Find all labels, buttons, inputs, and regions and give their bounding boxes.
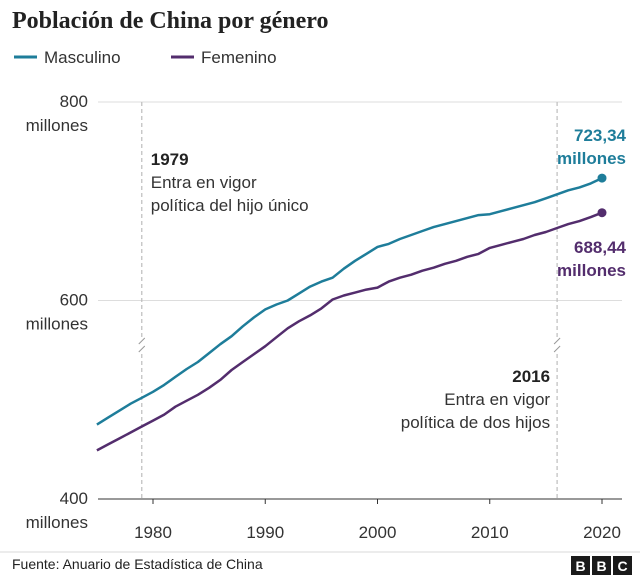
annotation-line2-2016: política de dos hijos	[401, 413, 550, 432]
x-axis: 1980 1990 2000 2010 2020	[134, 499, 621, 542]
bbc-logo-letter: B	[575, 558, 585, 574]
y-axis: 800 millones 600 millones 400 millones	[26, 92, 88, 532]
x-tick-label-2010: 2010	[471, 523, 509, 542]
bbc-logo-block	[592, 556, 611, 575]
series-line-femenino	[96, 211, 603, 452]
end-label-value-masculino: 723,34	[574, 126, 627, 145]
annotation-year-2016: 2016	[512, 367, 550, 386]
y-tick-unit-400: millones	[26, 513, 88, 532]
annotation-year-1979: 1979	[151, 150, 189, 169]
x-tick-label-1990: 1990	[246, 523, 284, 542]
source-note: Fuente: Anuario de Estadística de China	[12, 556, 263, 572]
annotations: 1979 Entra en vigor política del hijo únic…	[137, 102, 562, 499]
gridlines	[98, 101, 622, 500]
end-labels: 723,34 millones 688,44 millones	[557, 126, 627, 280]
legend-label-masculino: Masculino	[44, 48, 121, 67]
axis-break-mark-2016	[553, 337, 561, 345]
bbc-logo-letter: C	[617, 558, 627, 574]
y-tick-unit-600: millones	[26, 315, 88, 334]
x-tick-label-2020: 2020	[583, 523, 621, 542]
bbc-logo-block	[571, 556, 590, 575]
x-tick-label-2000: 2000	[359, 523, 397, 542]
y-tick-unit-800: millones	[26, 116, 88, 135]
legend-label-femenino: Femenino	[201, 48, 277, 67]
axis-break-mark-1979	[138, 337, 146, 345]
annotation-line2-1979: política del hijo único	[151, 196, 309, 215]
x-tick-label-1980: 1980	[134, 523, 172, 542]
y-tick-label-600: 600	[60, 291, 88, 310]
axis-break-mark-2016	[553, 345, 561, 353]
axis-break-mark-1979	[138, 345, 146, 353]
series-endpoint-femenino	[597, 208, 607, 218]
y-tick-label-400: 400	[60, 489, 88, 508]
bbc-logo-letter: B	[596, 558, 606, 574]
series	[96, 173, 607, 452]
end-label-unit-masculino: millones	[557, 149, 626, 168]
axis-break-gap-1979	[137, 340, 146, 352]
series-endpoint-masculino	[597, 173, 607, 183]
end-label-value-femenino: 688,44	[574, 238, 627, 257]
annotation-line1-1979: Entra en vigor	[151, 173, 257, 192]
axis-break-gap-2016	[553, 340, 562, 352]
chart-title: Población de China por género	[12, 8, 328, 34]
legend: Masculino Femenino	[14, 48, 277, 67]
end-label-unit-femenino: millones	[557, 261, 626, 280]
series-line-masculino	[96, 176, 603, 426]
annotation-line1-2016: Entra en vigor	[444, 390, 550, 409]
bbc-logo-block	[613, 556, 632, 575]
y-tick-label-800: 800	[60, 92, 88, 111]
